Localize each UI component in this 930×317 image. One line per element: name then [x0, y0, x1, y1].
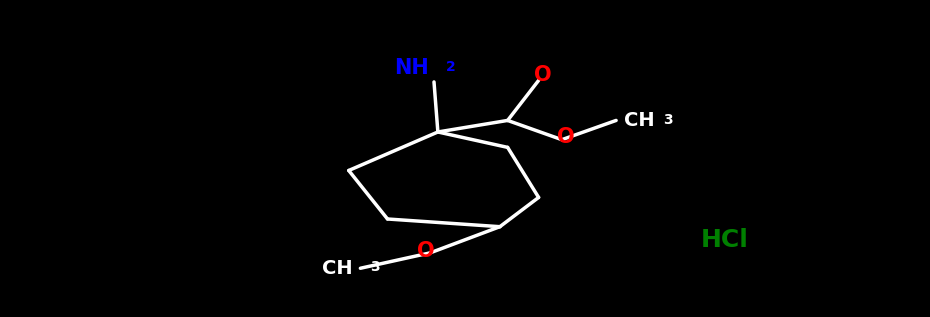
- Text: 2: 2: [445, 60, 456, 74]
- Text: O: O: [534, 65, 551, 85]
- Text: NH: NH: [393, 58, 429, 78]
- Text: 3: 3: [370, 261, 380, 275]
- Text: HCl: HCl: [700, 228, 749, 252]
- Text: CH: CH: [322, 259, 352, 278]
- Text: 3: 3: [662, 113, 672, 126]
- Text: CH: CH: [624, 111, 655, 130]
- Text: O: O: [418, 241, 435, 261]
- Text: O: O: [557, 127, 575, 147]
